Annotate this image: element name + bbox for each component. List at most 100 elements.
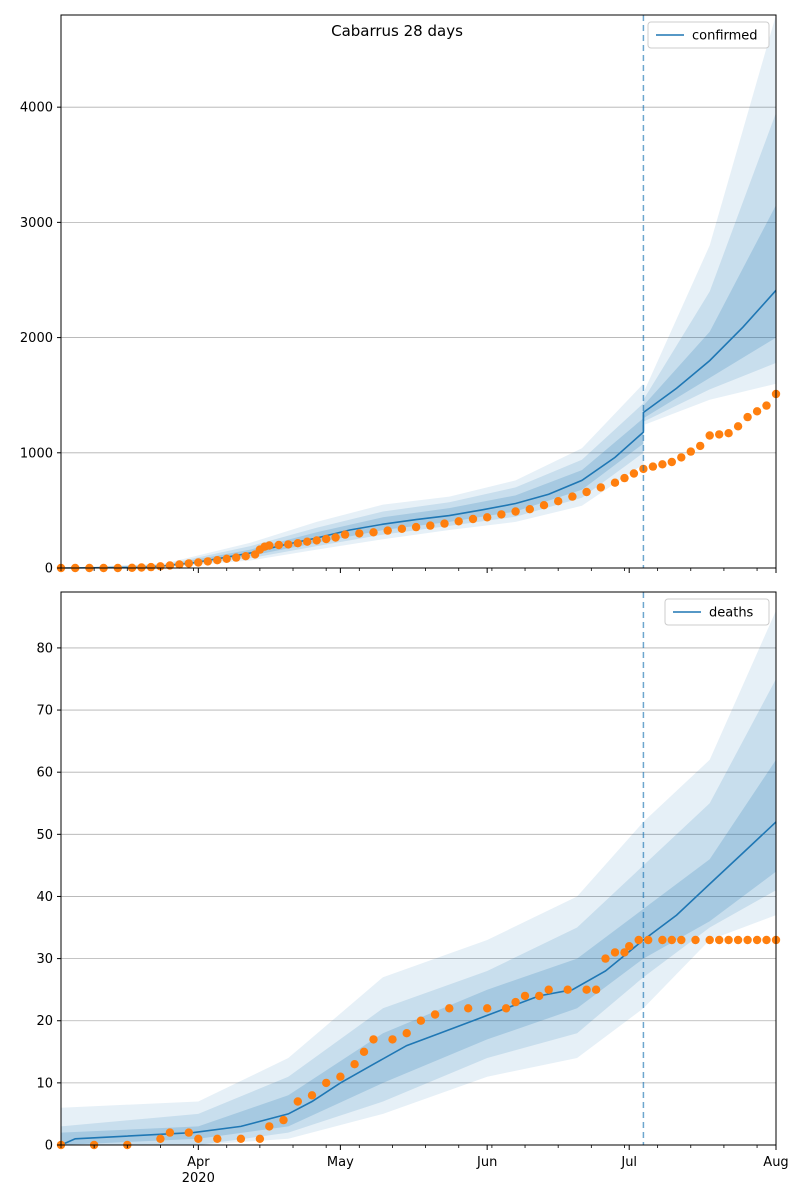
observed-point xyxy=(194,1134,203,1144)
observed-point xyxy=(213,1134,222,1144)
x-tick-label: Apr xyxy=(187,1155,210,1170)
observed-point xyxy=(416,1016,426,1025)
observed-point xyxy=(203,557,212,566)
observed-point xyxy=(307,1091,317,1100)
observed-point xyxy=(241,552,250,561)
observed-point xyxy=(733,422,743,431)
observed-point xyxy=(279,1115,288,1125)
observed-point xyxy=(293,1097,302,1106)
legend-label-deaths: deaths xyxy=(709,606,754,621)
observed-point xyxy=(454,517,463,526)
observed-point xyxy=(601,954,610,963)
y-tick-label: 0 xyxy=(45,1139,53,1154)
observed-point xyxy=(440,519,449,528)
observed-point xyxy=(610,948,620,957)
median-line-deaths xyxy=(60,821,777,1146)
observed-point xyxy=(667,457,676,467)
observed-point xyxy=(658,935,667,945)
observed-point xyxy=(369,528,378,537)
observed-point xyxy=(511,997,520,1007)
observed-point xyxy=(388,1035,397,1044)
observed-point xyxy=(691,935,700,945)
uncertainty-band-inner xyxy=(61,205,776,568)
panel-deaths: 0 10 20 30 40 50 60 70 80 deaths Apr May Jun Jul Aug 20… xyxy=(36,591,789,1186)
observed-point xyxy=(544,985,553,994)
observed-point xyxy=(743,412,752,422)
y-tick-label: 1000 xyxy=(20,446,53,461)
observed-point xyxy=(359,1047,369,1057)
observed-point xyxy=(696,441,705,451)
observed-point xyxy=(232,553,241,562)
observed-point xyxy=(331,533,340,542)
observed-point xyxy=(184,1128,193,1137)
observed-point xyxy=(350,1060,359,1069)
observed-point xyxy=(184,559,193,568)
observed-point xyxy=(511,507,520,516)
y-tick-label: 0 xyxy=(45,562,53,577)
observed-point xyxy=(355,529,364,538)
panel-confirmed: 0 1000 2000 3000 4000 confirmed xyxy=(20,14,781,577)
axes-frame xyxy=(60,14,777,569)
y-tick-label: 2000 xyxy=(20,331,53,346)
observed-point xyxy=(468,514,478,524)
observed-point xyxy=(156,1134,165,1144)
observed-point xyxy=(402,1029,411,1038)
observed-point xyxy=(634,935,643,945)
observed-point xyxy=(322,534,331,544)
observed-point xyxy=(303,537,312,546)
observed-point xyxy=(222,554,231,563)
observed-point xyxy=(322,1078,331,1088)
y-tick-label: 70 xyxy=(36,704,53,719)
y-tick-label: 80 xyxy=(36,641,53,656)
observed-point xyxy=(677,453,686,462)
observed-point xyxy=(677,935,686,945)
observed-point xyxy=(620,948,629,957)
observed-point xyxy=(715,935,724,945)
observed-point xyxy=(724,935,733,945)
observed-point xyxy=(213,556,222,565)
uncertainty-band-inner xyxy=(61,759,776,1145)
observed-point xyxy=(383,526,392,535)
observed-point xyxy=(497,510,506,519)
legend-label-confirmed: confirmed xyxy=(692,29,758,44)
observed-point xyxy=(336,1072,345,1081)
observed-point xyxy=(539,501,549,510)
observed-point xyxy=(596,483,605,492)
x-tick-label: Aug xyxy=(763,1155,788,1170)
observed-point xyxy=(629,469,639,478)
y-tick-label: 30 xyxy=(36,952,53,967)
observed-point xyxy=(501,1004,511,1013)
observed-point xyxy=(194,558,203,567)
x-tick-label: Jul xyxy=(620,1155,637,1170)
legend-box xyxy=(647,21,770,49)
x-tick-label: May xyxy=(327,1155,354,1170)
legend-box xyxy=(664,598,770,626)
observed-point xyxy=(284,540,293,549)
observed-point xyxy=(715,430,724,439)
observed-point xyxy=(591,985,601,994)
observed-point xyxy=(369,1035,378,1044)
observed-point xyxy=(236,1134,246,1144)
observed-point xyxy=(610,478,620,487)
observed-point xyxy=(255,1134,265,1144)
observed-point xyxy=(175,560,184,569)
observed-point xyxy=(648,462,658,471)
observed-point xyxy=(426,521,435,530)
observed-point xyxy=(265,1122,274,1131)
observed-point xyxy=(554,497,563,506)
observed-point xyxy=(733,935,743,945)
y-tick-label: 4000 xyxy=(20,101,53,116)
y-tick-label: 10 xyxy=(36,1076,53,1091)
observed-point xyxy=(620,473,629,483)
observed-point xyxy=(430,1010,440,1019)
uncertainty-band-middle xyxy=(61,679,776,1145)
observed-point xyxy=(644,935,653,945)
observed-point xyxy=(274,540,283,550)
observed-point xyxy=(568,492,577,501)
observed-point xyxy=(667,935,676,945)
observed-point xyxy=(582,487,591,497)
observed-point xyxy=(535,991,544,1001)
observed-point xyxy=(752,407,762,416)
observed-point xyxy=(265,541,274,550)
observed-point xyxy=(582,985,591,994)
